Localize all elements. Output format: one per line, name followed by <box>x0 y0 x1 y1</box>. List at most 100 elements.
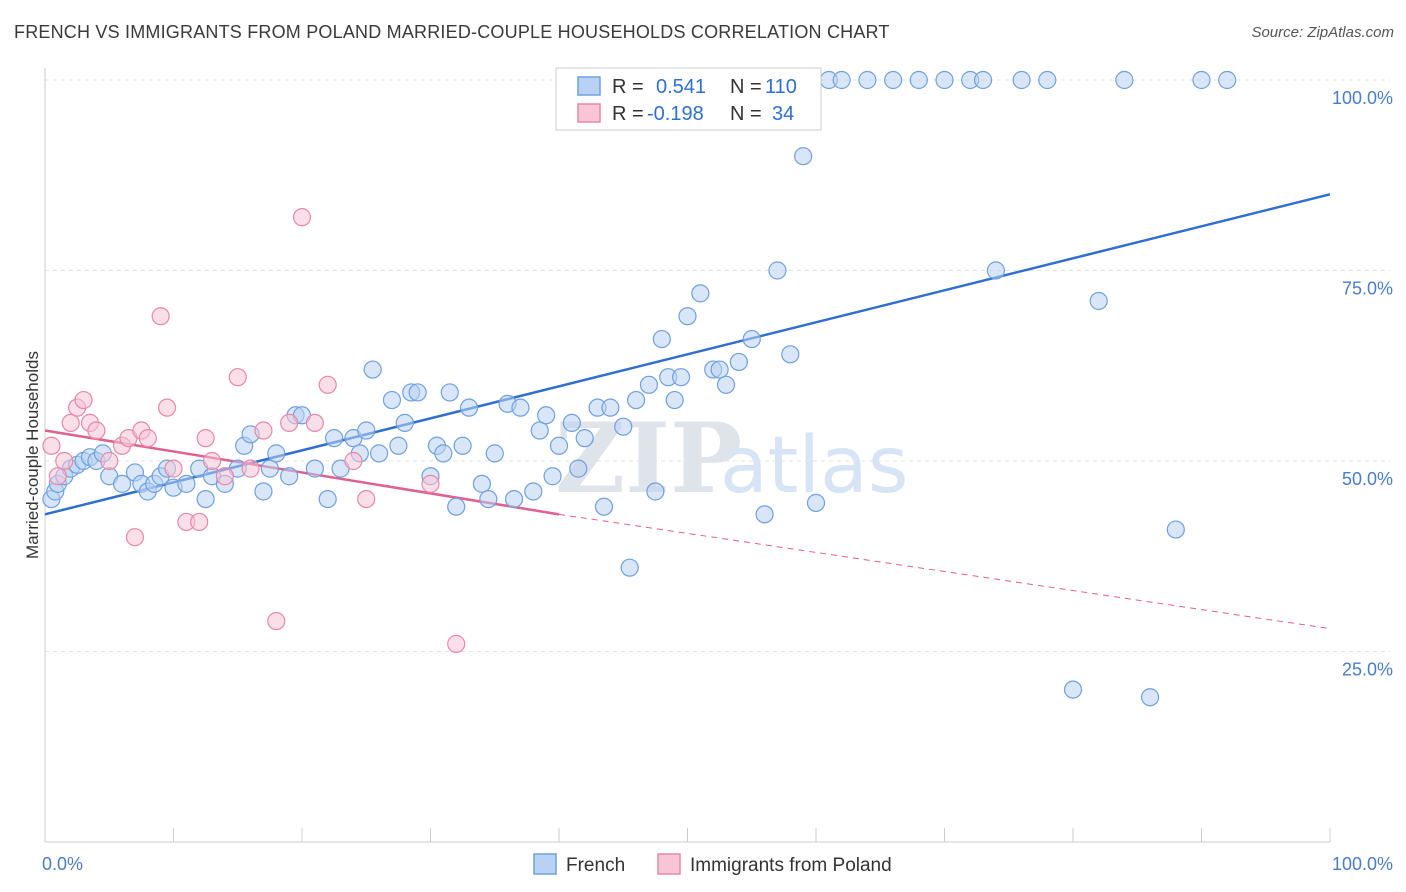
french-point-64 <box>549 436 569 455</box>
french-point-104 <box>1089 291 1108 311</box>
top-legend: R = 0.541 N = 110 R = -0.198 N = 34 <box>555 67 822 131</box>
french-point-40 <box>363 360 382 379</box>
french-point-65 <box>562 413 581 432</box>
poland-point-3 <box>61 413 80 432</box>
poland-point-27 <box>292 208 312 227</box>
french-point-67 <box>575 429 594 448</box>
poland-point-14 <box>151 307 170 326</box>
french-point-29 <box>267 444 286 463</box>
french-point-97 <box>935 70 954 90</box>
y-tick-label-100: 100.0% <box>1332 88 1393 108</box>
y-tick-label-25: 25.0% <box>1342 660 1393 680</box>
french-point-62 <box>537 406 556 425</box>
poland-point-15 <box>157 398 177 417</box>
poland-point-31 <box>357 490 376 509</box>
french-point-53 <box>459 398 479 417</box>
french-point-66 <box>569 459 588 478</box>
french-point-79 <box>671 368 691 387</box>
french-point-94 <box>858 70 877 90</box>
french-point-34 <box>318 490 337 509</box>
french-point-63 <box>543 467 562 486</box>
french-point-55 <box>479 490 498 509</box>
bottom-legend-swatch-poland <box>657 853 681 875</box>
french-point-84 <box>716 375 736 394</box>
french-point-101 <box>1012 70 1031 90</box>
x-tick-label-100: 100.0% <box>1332 854 1393 874</box>
poland-point-29 <box>318 375 337 394</box>
french-point-103 <box>1063 680 1083 699</box>
french-point-91 <box>806 493 826 513</box>
chart-title: FRENCH VS IMMIGRANTS FROM POLAND MARRIED… <box>14 22 890 42</box>
french-point-96 <box>909 70 928 90</box>
french-point-51 <box>447 497 466 516</box>
poland-point-30 <box>344 451 363 471</box>
french-point-95 <box>883 70 903 90</box>
french-point-72 <box>620 558 639 577</box>
poland-point-24 <box>254 421 273 440</box>
french-point-56 <box>485 444 504 463</box>
legend-swatch-poland <box>577 103 601 123</box>
watermark-zip: ZIP <box>555 402 742 515</box>
french-point-71 <box>614 417 633 436</box>
poland-point-2 <box>55 451 74 471</box>
poland-point-13 <box>138 429 157 448</box>
french-point-61 <box>530 421 549 440</box>
french-point-87 <box>755 505 774 524</box>
french-point-85 <box>729 352 749 372</box>
poland-point-22 <box>228 368 247 387</box>
french-point-35 <box>325 429 344 448</box>
french-point-28 <box>260 459 279 478</box>
french-point-106 <box>1140 688 1160 707</box>
french-point-70 <box>601 398 620 417</box>
poland-point-26 <box>280 413 299 432</box>
legend-n-label-1: N = <box>730 76 762 98</box>
y-axis-label: Married-couple Households <box>23 351 42 559</box>
french-point-109 <box>1218 70 1237 90</box>
french-point-30 <box>280 467 299 486</box>
french-point-27 <box>254 482 273 501</box>
legend-r-value-2: -0.198 <box>647 103 704 125</box>
y-tick-label-50: 50.0% <box>1342 469 1393 489</box>
french-point-81 <box>691 284 710 303</box>
axes: 25.0% 50.0% 75.0% 100.0% 0.0% 100.0% <box>42 68 1393 874</box>
poland-point-11 <box>125 528 145 547</box>
french-point-49 <box>434 444 453 463</box>
legend-swatch-french <box>577 76 601 96</box>
french-point-42 <box>382 390 402 410</box>
french-point-93 <box>832 70 851 90</box>
bottom-legend-swatch-french <box>533 853 557 875</box>
poland-point-5 <box>74 390 93 410</box>
french-point-88 <box>768 261 787 280</box>
french-point-74 <box>639 375 659 394</box>
french-point-39 <box>357 421 376 440</box>
x-tick-label-0: 0.0% <box>42 854 83 874</box>
legend-n-value-1: 110 <box>765 76 797 98</box>
legend-r-label-2: R = <box>612 103 644 125</box>
trendline-poland-extended <box>558 513 1331 630</box>
french-point-107 <box>1166 520 1185 539</box>
french-point-80 <box>678 307 697 326</box>
french-point-83 <box>710 360 729 379</box>
legend-n-value-2: 34 <box>772 103 794 125</box>
poland-point-7 <box>87 421 106 440</box>
trendline-french <box>44 193 1331 516</box>
french-point-76 <box>652 329 671 349</box>
french-point-58 <box>504 490 524 509</box>
poland-point-20 <box>202 451 222 471</box>
french-point-69 <box>594 497 614 516</box>
poland-point-1 <box>48 467 67 486</box>
french-point-89 <box>781 345 800 364</box>
poland-point-32 <box>421 474 440 493</box>
poland-point-25 <box>267 611 286 631</box>
french-point-59 <box>511 398 530 417</box>
french-point-86 <box>742 329 761 349</box>
poland-point-0 <box>42 436 61 455</box>
french-point-75 <box>646 482 665 501</box>
french-point-52 <box>453 436 472 455</box>
french-point-43 <box>389 436 408 455</box>
source-label: Source: ZipAtlas.com <box>1251 24 1394 41</box>
bottom-legend: French Immigrants from Poland <box>533 853 892 876</box>
poland-point-16 <box>164 459 183 478</box>
french-point-21 <box>196 490 215 509</box>
